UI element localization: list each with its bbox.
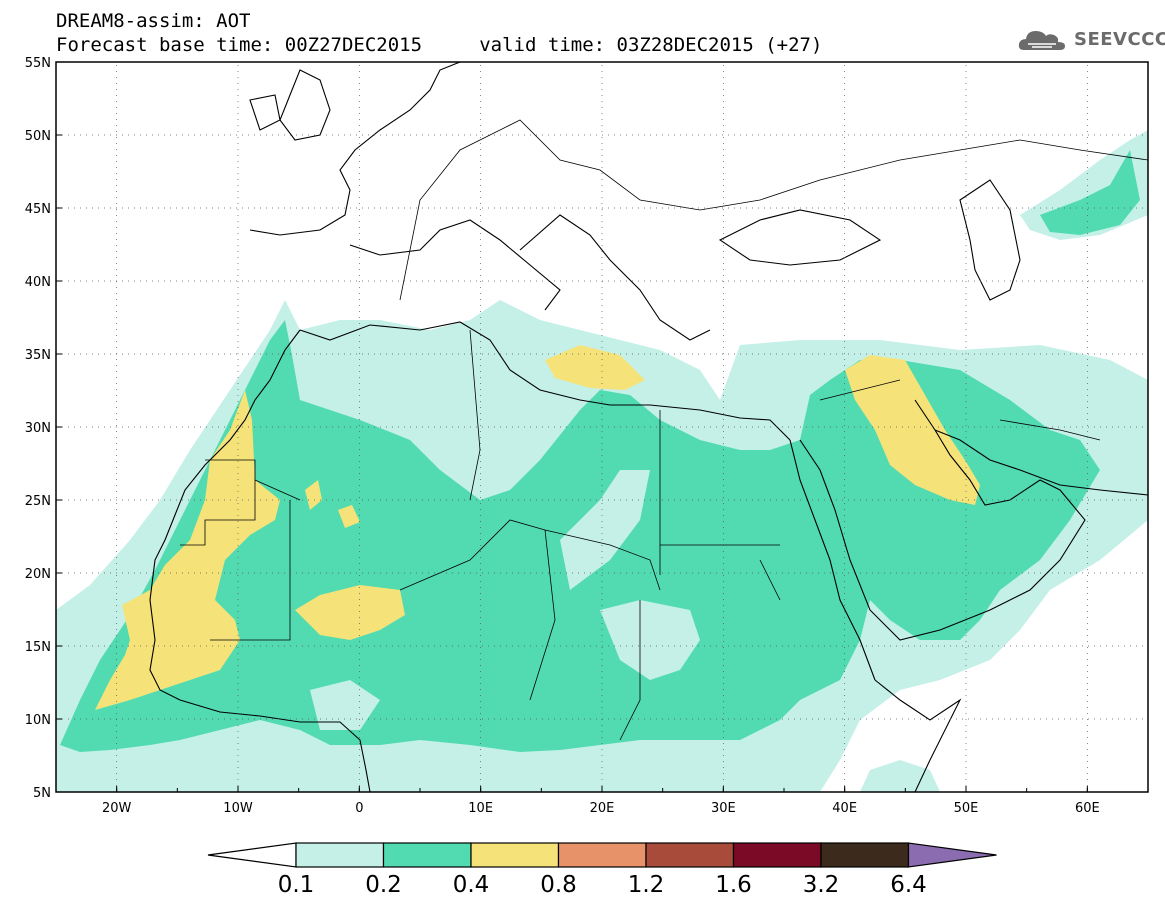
colorbar-swatch bbox=[732, 842, 822, 868]
logo-text: SEEVCCC bbox=[1074, 29, 1165, 50]
coastline-red-sea bbox=[789, 439, 876, 681]
colorbar-swatch bbox=[557, 842, 647, 868]
lat-label: 50N bbox=[25, 129, 51, 144]
coastline-europe bbox=[249, 62, 711, 341]
latitude-labels: 55N 50N 45N 40N 35N 30N 25N 20N 15N 10N 5N bbox=[25, 56, 62, 801]
coastline-iran bbox=[934, 429, 1148, 496]
coastline-arabia bbox=[799, 399, 1086, 641]
lon-label: 40E bbox=[832, 801, 857, 816]
lat-label: 20N bbox=[25, 567, 51, 582]
aot-band-0.4 bbox=[305, 480, 322, 510]
lon-label: 50E bbox=[954, 801, 979, 816]
lat-label: 40N bbox=[25, 275, 51, 290]
coastline-caspian bbox=[959, 179, 1021, 301]
aot-band-0.1 bbox=[860, 760, 940, 792]
colorbar-label: 0.1 bbox=[278, 872, 315, 898]
colorbar-label: 1.2 bbox=[628, 872, 665, 898]
aot-band-0.4 bbox=[295, 585, 405, 640]
lon-label: 60E bbox=[1075, 801, 1100, 816]
colorbar-label: 0.2 bbox=[365, 872, 402, 898]
coastline-africa-west bbox=[149, 329, 371, 792]
map-subtitle: Forecast base time: 00Z27DEC2015 valid t… bbox=[56, 34, 823, 56]
colorbar-swatch bbox=[295, 842, 385, 868]
coastline-east-africa bbox=[874, 679, 962, 792]
lon-label: 0 bbox=[355, 801, 363, 816]
longitude-labels: 20W 10W 0 10E 20E 30E 40E 50E 60E bbox=[55, 786, 1149, 816]
colorbar-label: 0.4 bbox=[453, 872, 490, 898]
map-title: DREAM8-assim: AOT bbox=[56, 10, 251, 32]
aot-band-0.4 bbox=[338, 505, 360, 528]
colorbar-over-arrow bbox=[907, 842, 997, 868]
lon-label: 30E bbox=[711, 801, 736, 816]
aot-band-0.1 bbox=[600, 600, 700, 680]
colorbar-label: 1.6 bbox=[715, 872, 752, 898]
aot-band-0.2 bbox=[1040, 150, 1140, 235]
lat-label: 35N bbox=[25, 348, 51, 363]
colorbar-under-arrow bbox=[207, 842, 297, 868]
lon-label: 20W bbox=[102, 801, 132, 816]
aot-shading bbox=[56, 130, 1148, 792]
coastline-north-africa bbox=[299, 321, 791, 441]
aot-band-0.4 bbox=[845, 355, 980, 505]
graticule bbox=[56, 62, 1148, 786]
lon-label: 10W bbox=[223, 801, 253, 816]
lon-label: 20E bbox=[590, 801, 615, 816]
coastline-black-sea bbox=[718, 209, 882, 266]
lat-label: 5N bbox=[33, 786, 51, 801]
colorbar-label: 0.8 bbox=[540, 872, 577, 898]
lat-label: 45N bbox=[25, 202, 51, 217]
lat-label: 25N bbox=[25, 494, 51, 509]
lat-label: 15N bbox=[25, 640, 51, 655]
lat-label: 10N bbox=[25, 713, 51, 728]
country-borders bbox=[180, 119, 1148, 741]
colorbar-swatch bbox=[470, 842, 560, 868]
aot-band-0.1 bbox=[560, 470, 650, 590]
coastlines bbox=[149, 62, 1148, 792]
seevccc-logo: SEEVCCC bbox=[1018, 26, 1165, 54]
cloud-icon bbox=[1018, 31, 1065, 50]
aot-band-0.4 bbox=[95, 390, 280, 710]
colorbar-label: 3.2 bbox=[803, 872, 840, 898]
colorbar-swatch bbox=[820, 842, 910, 868]
lat-label: 55N bbox=[25, 56, 51, 71]
coastline-uk bbox=[249, 69, 331, 141]
colorbar-swatch bbox=[645, 842, 735, 868]
colorbar-label: 6.4 bbox=[890, 872, 927, 898]
aot-band-0.1 bbox=[310, 680, 380, 730]
colorbar: 0.1 0.2 0.4 0.8 1.2 1.6 3.2 6.4 bbox=[207, 842, 997, 898]
lat-label: 30N bbox=[25, 421, 51, 436]
colorbar-swatch bbox=[382, 842, 472, 868]
lon-label: 10E bbox=[468, 801, 493, 816]
aot-band-0.4 bbox=[545, 345, 645, 390]
